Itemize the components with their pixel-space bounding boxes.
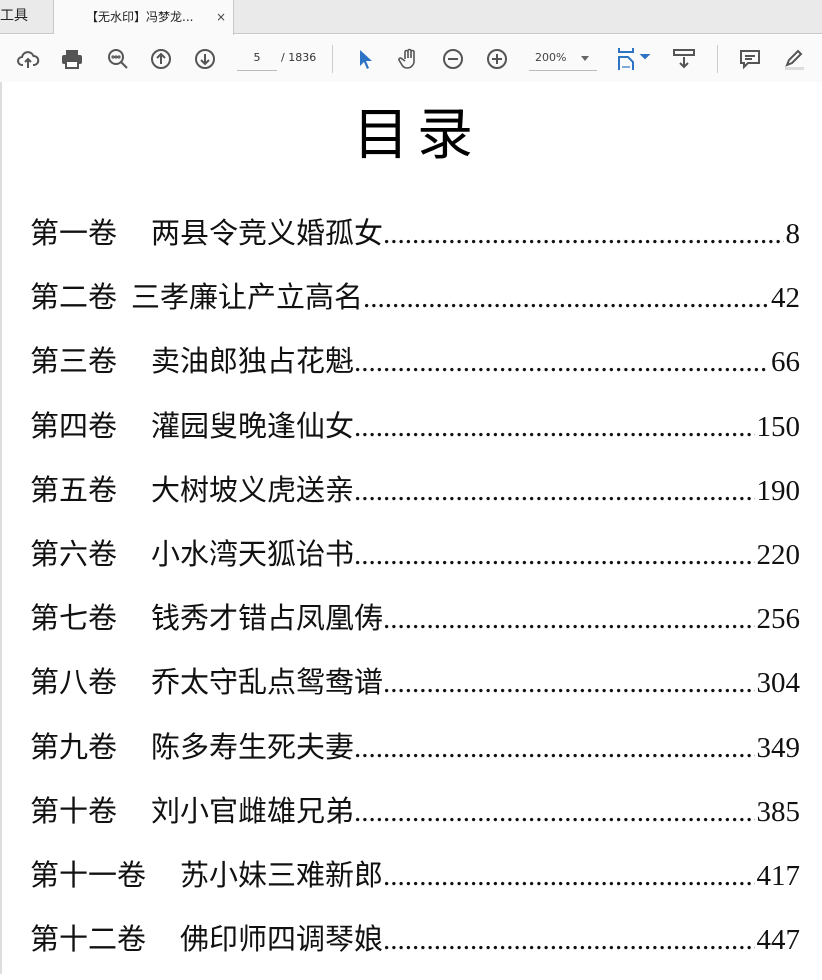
page-title: 目录 bbox=[353, 103, 481, 168]
dot-leader bbox=[383, 603, 754, 636]
dot-leader bbox=[354, 732, 754, 765]
chapter-title: 灌园叟晚逢仙女 bbox=[151, 410, 355, 443]
chapter-title: 两县令竞义婚孤女 bbox=[151, 218, 384, 250]
chapter-title: 乔太守乱点鸳鸯谱 bbox=[151, 667, 384, 700]
chapter-label: 第七卷 bbox=[30, 603, 118, 636]
zoom-out-icon[interactable] bbox=[441, 47, 465, 71]
page-number: 349 bbox=[756, 731, 801, 764]
chapter-label: 第五卷 bbox=[30, 474, 118, 507]
page-number: 256 bbox=[756, 603, 801, 636]
tab-document[interactable]: 【无水印】冯梦龙... × bbox=[54, 0, 234, 35]
page-number: 190 bbox=[756, 474, 801, 507]
chapter-label: 第八卷 bbox=[30, 667, 118, 700]
dot-leader bbox=[363, 282, 769, 315]
dot-leader bbox=[383, 667, 754, 700]
page-number: 447 bbox=[756, 924, 801, 957]
toc-entry[interactable]: 第一卷 两县令竞义婚孤女 8 bbox=[30, 210, 800, 274]
zoom-marquee-icon[interactable] bbox=[106, 47, 130, 71]
tab-bar: 工具 【无水印】冯梦龙... × bbox=[0, 0, 822, 35]
chapter-label: 第六卷 bbox=[30, 538, 118, 571]
tab-tools[interactable]: 工具 bbox=[0, 0, 54, 34]
close-tab-icon[interactable]: × bbox=[216, 10, 227, 24]
chapter-label: 第二卷 bbox=[30, 282, 118, 315]
next-page-icon[interactable] bbox=[193, 47, 217, 71]
tab-document-label: 【无水印】冯梦龙... bbox=[86, 10, 194, 24]
chapter-title: 卖油郎独占花魁 bbox=[151, 346, 355, 379]
chapter-title: 三孝廉让产立高名 bbox=[131, 282, 364, 315]
zoom-in-icon[interactable] bbox=[485, 47, 509, 71]
page-number: 304 bbox=[756, 667, 801, 700]
page-number: 42 bbox=[771, 282, 800, 315]
chapter-title: 刘小官雌雄兄弟 bbox=[151, 795, 355, 828]
chapter-label: 第四卷 bbox=[30, 410, 118, 443]
page-number: 66 bbox=[771, 346, 800, 379]
toolbar: 5 / 1836 200% bbox=[0, 35, 822, 82]
chapter-label: 第三卷 bbox=[30, 346, 118, 379]
dot-leader bbox=[354, 346, 769, 379]
previous-page-icon[interactable] bbox=[149, 47, 173, 71]
dot-leader bbox=[354, 796, 754, 829]
page-number: 385 bbox=[756, 795, 801, 828]
fit-page-icon[interactable] bbox=[616, 47, 652, 71]
chapter-label: 第九卷 bbox=[30, 731, 118, 764]
hand-tool-icon[interactable] bbox=[397, 47, 421, 71]
page-total: / 1836 bbox=[281, 51, 317, 64]
divider bbox=[717, 45, 718, 73]
page-number: 417 bbox=[756, 859, 801, 892]
select-cursor-icon[interactable] bbox=[354, 47, 378, 71]
page-number: 8 bbox=[785, 218, 801, 250]
highlight-pen-icon[interactable] bbox=[782, 47, 806, 71]
dot-leader bbox=[383, 218, 783, 251]
upload-cloud-icon[interactable] bbox=[16, 47, 40, 71]
page-number: 150 bbox=[756, 410, 801, 443]
chapter-label: 第一卷 bbox=[30, 218, 118, 250]
chapter-title: 苏小妹三难新郎 bbox=[180, 859, 384, 892]
divider bbox=[332, 45, 333, 73]
dot-leader bbox=[383, 860, 754, 893]
page-number: 220 bbox=[756, 538, 801, 571]
chapter-label: 第十二卷 bbox=[30, 924, 147, 957]
dot-leader bbox=[383, 924, 754, 957]
zoom-level-value: 200% bbox=[535, 51, 567, 64]
print-icon[interactable] bbox=[60, 47, 84, 71]
dot-leader bbox=[354, 475, 754, 508]
dot-leader bbox=[354, 411, 754, 444]
chapter-title: 陈多寿生死夫妻 bbox=[151, 731, 355, 764]
comment-icon[interactable] bbox=[738, 47, 762, 71]
chapter-label: 第十卷 bbox=[30, 795, 118, 828]
scroll-mode-icon[interactable] bbox=[672, 47, 696, 71]
chapter-label: 第十一卷 bbox=[30, 859, 147, 892]
chapter-title: 小水湾天狐诒书 bbox=[151, 538, 355, 571]
dot-leader bbox=[354, 539, 754, 572]
chapter-title: 钱秀才错占凤凰俦 bbox=[151, 603, 384, 636]
page-number-input[interactable]: 5 bbox=[237, 49, 277, 71]
chapter-title: 大树坡义虎送亲 bbox=[151, 474, 355, 507]
chevron-down-icon bbox=[581, 56, 589, 65]
chapter-title: 佛印师四调琴娘 bbox=[180, 924, 384, 957]
zoom-level-select[interactable]: 200% bbox=[529, 49, 597, 71]
